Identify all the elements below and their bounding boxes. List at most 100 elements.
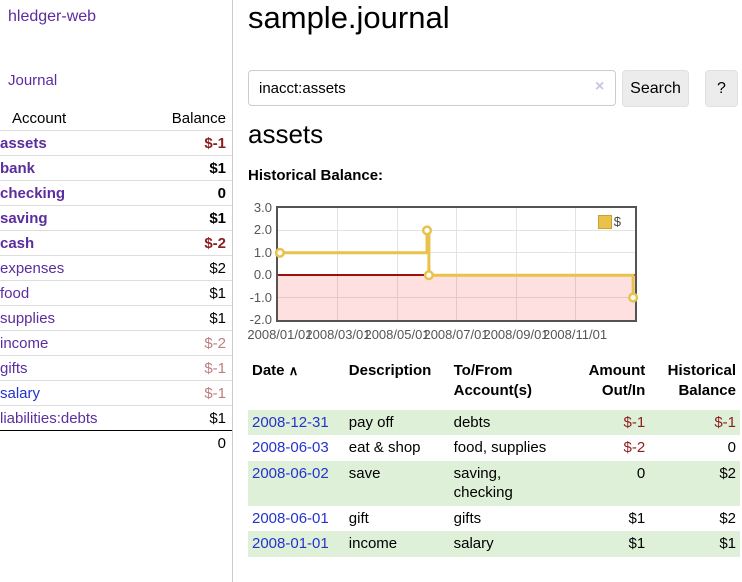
accounts-header-account: Account — [12, 109, 67, 127]
balance-series — [274, 225, 639, 303]
account-row: income $-2 — [0, 330, 232, 356]
data-point — [628, 292, 639, 303]
account-row: checking 0 — [0, 180, 232, 206]
transaction-description: save — [348, 464, 381, 482]
transaction-amount: 0 — [636, 464, 646, 482]
accounts-total-value: 0 — [143, 430, 232, 455]
brand-link[interactable]: hledger-web — [8, 8, 97, 25]
account-balance: $1 — [143, 305, 232, 331]
search-input[interactable] — [248, 70, 616, 106]
gridline — [396, 208, 398, 320]
chart-legend: $ — [597, 214, 621, 229]
sidebar-item-journal[interactable]: Journal — [8, 72, 58, 89]
register-col-description: Description — [348, 362, 432, 379]
search-button[interactable]: Search — [622, 70, 689, 107]
transaction-row: 2008-06-01 gift gifts $1 $2 — [248, 506, 740, 532]
x-tick-label: 2008/07/01 — [423, 327, 489, 342]
account-link-income[interactable]: income — [0, 334, 49, 352]
gridline — [515, 208, 517, 320]
x-tick-label: 2008/09/01 — [483, 327, 549, 342]
balance-chart: $ — [274, 206, 639, 322]
x-tick-label: 2008/01/01 — [247, 327, 313, 342]
legend-label: $ — [613, 214, 621, 229]
chart-y-axis: 3.0 2.0 1.0 0.0 -1.0 -2.0 — [248, 200, 272, 327]
transaction-date-link[interactable]: 2008-12-31 — [252, 413, 329, 431]
account-balance: $-2 — [143, 230, 232, 256]
transaction-accounts: food, supplies — [453, 439, 547, 456]
transaction-description: gift — [348, 509, 369, 527]
account-balance: $-1 — [143, 130, 232, 156]
accounts-header-balance: Balance — [171, 109, 226, 127]
legend-swatch — [597, 214, 612, 229]
account-link-food[interactable]: food — [0, 284, 30, 302]
account-link-bank[interactable]: bank — [0, 159, 36, 177]
y-tick-label: 0.0 — [253, 267, 272, 283]
y-tick-label: -2.0 — [249, 312, 272, 327]
transaction-amount: $1 — [628, 509, 646, 527]
account-link-supplies[interactable]: supplies — [0, 309, 56, 327]
account-link-cash[interactable]: cash — [0, 234, 35, 252]
negative-region — [278, 275, 635, 320]
data-point — [274, 247, 285, 258]
sort-ascending-icon: ∧ — [288, 363, 299, 378]
account-row: expenses $2 — [0, 255, 232, 281]
account-row: assets $-1 — [0, 130, 232, 156]
transaction-row: 2008-12-31 pay off debts $-1 $-1 — [248, 409, 740, 435]
transaction-row: 2008-06-03 eat & shop food, supplies $-2 0 — [248, 435, 740, 461]
transactions-table: Date ∧ Description To/From Account(s) Amount… — [248, 359, 740, 557]
account-link-gifts[interactable]: gifts — [0, 359, 28, 377]
transaction-row: 2008-01-01 income salary $1 $1 — [248, 531, 740, 557]
register-col-tofrom-accounts: To/From Account(s) — [453, 362, 532, 400]
account-balance: $1 — [143, 155, 232, 181]
gridline — [455, 208, 457, 320]
transaction-amount: $-1 — [623, 413, 646, 431]
account-link-assets[interactable]: assets — [0, 134, 47, 152]
account-row: salary $-1 — [0, 380, 232, 406]
account-balance: $1 — [143, 405, 232, 431]
register-col-amount-outin: Amount Out/In — [588, 362, 646, 400]
account-link-saving[interactable]: saving — [0, 209, 48, 227]
transaction-balance: $-1 — [714, 413, 736, 431]
account-link-salary[interactable]: salary — [0, 384, 41, 402]
x-tick-label: 2008/11/01 — [542, 327, 608, 342]
account-balance: $1 — [143, 280, 232, 306]
transaction-date-link[interactable]: 2008-01-01 — [252, 535, 329, 552]
y-tick-label: -1.0 — [249, 289, 272, 305]
account-row: saving $1 — [0, 205, 232, 231]
account-row: supplies $1 — [0, 305, 232, 331]
transaction-date-link[interactable]: 2008-06-01 — [252, 509, 329, 527]
account-link-expenses[interactable]: expenses — [0, 259, 65, 277]
sidebar: hledger-web Journal Account Balance asse… — [0, 0, 233, 582]
account-row: liabilities:debts $1 — [0, 405, 232, 431]
transaction-accounts: salary — [453, 535, 494, 552]
register-col-historical-balance: Historical Balance — [667, 362, 736, 400]
transaction-balance: $2 — [719, 509, 736, 527]
transaction-balance: $2 — [719, 464, 736, 482]
clear-search-icon[interactable]: × — [595, 78, 605, 95]
account-balance: $1 — [143, 205, 232, 231]
page-title: sample.journal — [248, 0, 450, 35]
transaction-balance: $1 — [719, 535, 736, 552]
transaction-accounts: gifts — [453, 509, 482, 527]
help-button[interactable]: ? — [705, 70, 738, 107]
gridline — [337, 208, 339, 320]
x-tick-label: 2008/03/01 — [305, 327, 371, 342]
transaction-row: 2008-06-02 save saving, checking 0 $2 — [248, 460, 740, 506]
account-balance: $-2 — [143, 330, 232, 356]
account-link-liabilities-debts[interactable]: liabilities:debts — [0, 409, 98, 427]
main-content: sample.journal × Search ? assets Histori… — [247, 0, 742, 582]
chart-title: Historical Balance: — [248, 167, 384, 184]
register-col-date[interactable]: Date ∧ — [252, 362, 299, 379]
account-row: gifts $-1 — [0, 355, 232, 381]
transaction-date-link[interactable]: 2008-06-02 — [252, 464, 329, 482]
transaction-description: pay off — [348, 413, 394, 431]
transaction-date-link[interactable]: 2008-06-03 — [252, 439, 329, 456]
y-tick-label: 3.0 — [253, 200, 272, 215]
account-row: food $1 — [0, 280, 232, 306]
account-link-checking[interactable]: checking — [0, 184, 66, 202]
x-tick-label: 2008/05/01 — [364, 327, 430, 342]
transaction-amount: $1 — [628, 535, 646, 552]
transaction-amount: $-2 — [623, 439, 646, 456]
transaction-balance: 0 — [727, 439, 736, 456]
accounts-total-row: 0 — [0, 430, 232, 455]
